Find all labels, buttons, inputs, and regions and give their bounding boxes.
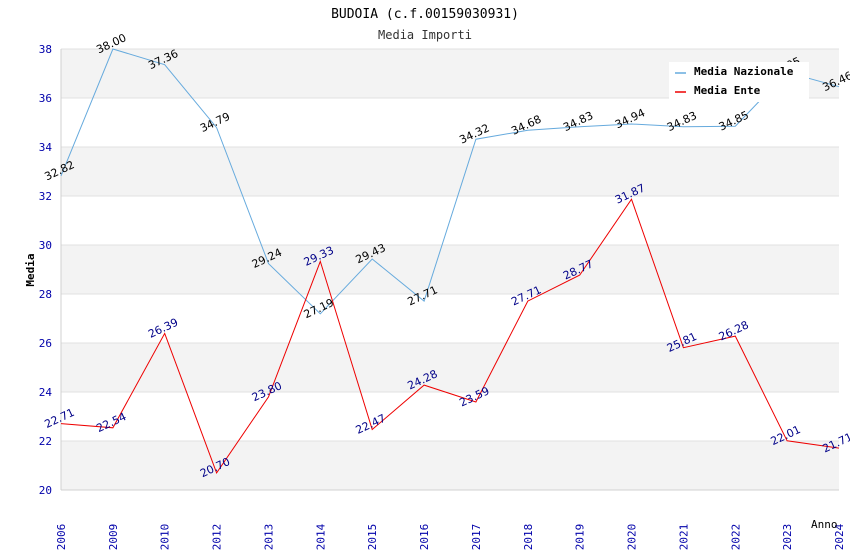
- grid-band: [61, 441, 839, 490]
- x-tick-label: 2013: [262, 524, 275, 550]
- legend-label-media-ente: Media Ente: [694, 84, 761, 97]
- legend-background: [669, 62, 809, 102]
- y-tick-label: 20: [39, 484, 52, 497]
- y-tick-label: 24: [39, 386, 53, 399]
- y-tick-label: 38: [39, 43, 52, 56]
- y-tick-label: 28: [39, 288, 52, 301]
- x-tick-label: 2023: [781, 524, 794, 550]
- y-tick-label: 34: [39, 141, 53, 154]
- x-tick-label: 2022: [729, 524, 742, 550]
- data-label-media-nazionale: 34.79: [198, 110, 232, 135]
- legend: Media Nazionale Media Ente: [669, 62, 809, 102]
- series-line-media-nazionale: [60, 48, 840, 315]
- y-tick-labels: 20 22 24 26 28 30 32 34 36 38: [39, 43, 53, 497]
- x-tick-label: 2017: [470, 524, 483, 550]
- y-tick-label: 22: [39, 435, 52, 448]
- y-axis-title: Media: [24, 253, 37, 286]
- data-label-media-ente: 22.54: [94, 410, 128, 435]
- x-tick-label: 2021: [677, 524, 690, 550]
- legend-label-media-nazionale: Media Nazionale: [694, 65, 794, 78]
- x-tick-label: 2014: [314, 523, 327, 550]
- x-axis-title: Anno: [811, 518, 838, 531]
- x-tick-label: 2012: [211, 524, 224, 550]
- data-label-media-nazionale: 34.83: [561, 109, 595, 134]
- grid-band: [61, 147, 839, 196]
- y-tick-label: 30: [39, 239, 52, 252]
- y-tick-label: 36: [39, 92, 52, 105]
- grid-bands: [61, 49, 839, 490]
- x-tick-label: 2009: [107, 524, 120, 550]
- x-tick-label: 2020: [626, 524, 639, 550]
- data-label-media-nazionale: 34.68: [509, 113, 543, 138]
- axes: [60, 49, 839, 491]
- y-tick-label: 26: [39, 337, 52, 350]
- data-label-media-nazionale: 34.94: [613, 106, 647, 131]
- x-tick-label: 2024: [833, 523, 846, 550]
- data-label-media-ente: 22.47: [354, 412, 388, 437]
- x-tick-label: 2010: [159, 524, 172, 550]
- x-tick-label: 2006: [55, 524, 68, 550]
- y-tick-label: 32: [39, 190, 52, 203]
- x-tick-label: 2019: [574, 524, 587, 550]
- x-tick-label: 2015: [366, 524, 379, 550]
- data-label-media-ente: 22.71: [42, 406, 76, 431]
- series-lines: [60, 48, 840, 474]
- grid-band: [61, 245, 839, 294]
- grid-band: [61, 343, 839, 392]
- series-line-media-ente: [60, 198, 840, 474]
- chart-title: BUDOIA (c.f.00159030931): [331, 7, 519, 22]
- data-label-media-nazionale: 34.83: [665, 109, 699, 134]
- gridlines: [61, 48, 839, 491]
- data-label-media-ente: 26.28: [717, 318, 751, 343]
- data-label-media-nazionale: 34.85: [717, 108, 751, 133]
- data-label-media-nazionale: 27.19: [302, 296, 336, 321]
- chart-subtitle: Media Importi: [378, 28, 472, 42]
- x-tick-labels: 2006 2009 2010 2012 2013 2014 2015 2016 2017 2018…: [55, 523, 846, 550]
- x-tick-label: 2018: [522, 524, 535, 550]
- x-tick-label: 2016: [418, 524, 431, 550]
